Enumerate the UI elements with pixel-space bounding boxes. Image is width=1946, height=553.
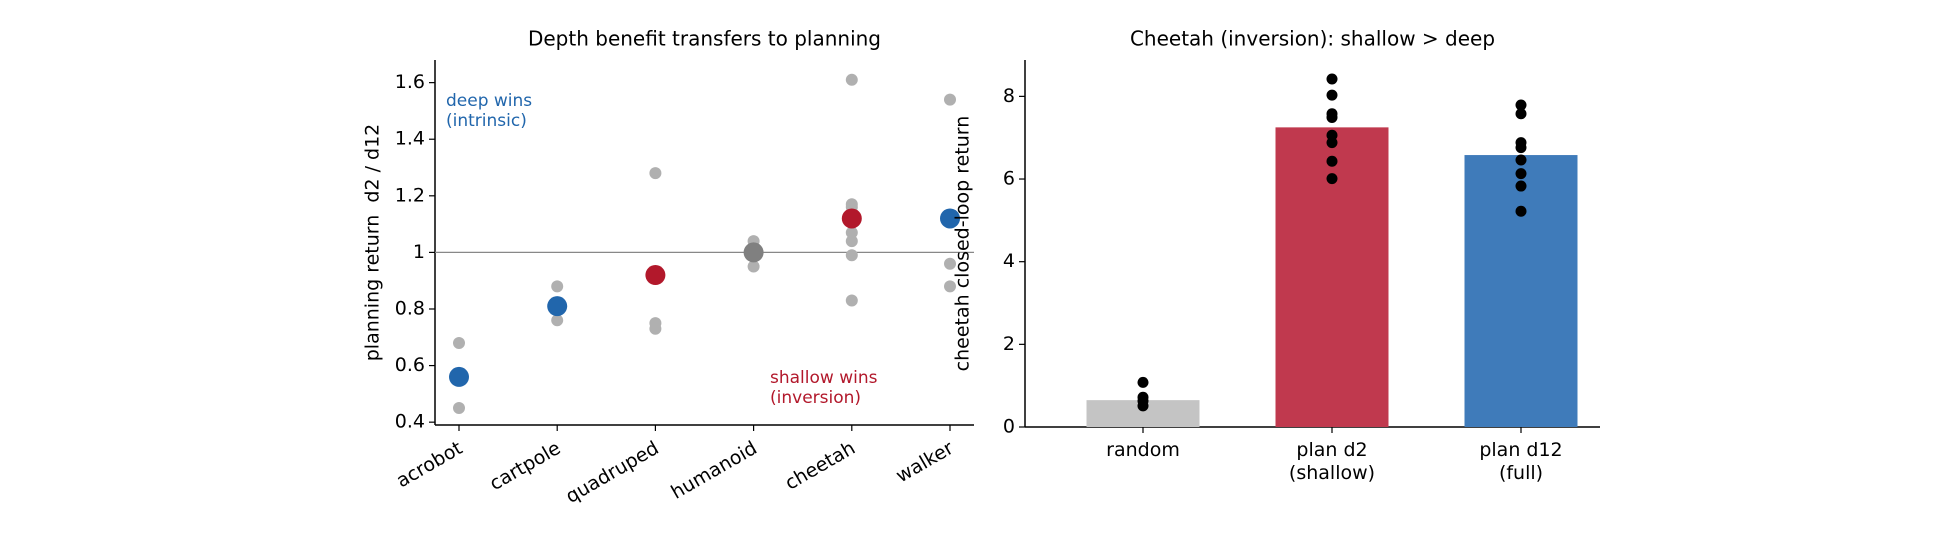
y-axis-label: planning return d2 / d12 [362,124,384,362]
seed-point [1515,99,1527,111]
annotation: shallow wins (inversion) [770,368,878,409]
seed-point [845,73,858,86]
x-tick-label: plan d12 (full) [1479,439,1563,484]
seed-point [1515,154,1527,166]
y-tick-label: 0.4 [395,411,425,433]
y-tick-label: 8 [1003,85,1015,107]
y-tick-label: 0.6 [395,354,425,376]
seed-point [1326,137,1338,149]
y-axis-label: cheetah closed-loop return [952,116,974,372]
x-tick-label: quadruped [562,437,663,508]
seed-point [551,280,564,293]
seed-point [551,314,564,327]
seed-point [1515,205,1527,217]
seed-point [649,322,662,335]
seed-point [1326,173,1338,185]
chart-title: Cheetah (inversion): shallow > deep [1130,27,1495,51]
seed-point [1515,142,1527,154]
seed-point [747,260,760,273]
y-tick-label: 4 [1003,250,1015,272]
y-tick-label: 6 [1003,168,1015,190]
seed-point [845,294,858,307]
y-tick-label: 2 [1003,333,1015,355]
seed-point [1137,376,1149,388]
x-tick-label: humanoid [667,437,760,504]
x-tick-label: acrobot [393,437,467,492]
mean-point [743,242,764,263]
annotation: deep wins (intrinsic) [446,91,533,132]
x-tick-label: random [1106,439,1180,461]
bar [1275,127,1389,427]
mean-point [547,296,568,317]
y-tick-label: 1.2 [395,184,425,206]
mean-point [841,208,862,229]
seed-point [649,167,662,180]
x-tick-label: walker [892,437,957,487]
y-tick-label: 1 [413,241,425,263]
seed-point [944,93,956,106]
bar [1464,155,1578,427]
seed-point [1515,168,1527,180]
seed-point [1515,180,1527,192]
x-tick-label: cartpole [486,437,565,495]
seed-point [845,249,858,262]
x-tick-label: cheetah [781,437,859,495]
mean-point [645,265,666,286]
seed-point [1326,89,1338,101]
seed-point [453,336,465,349]
mean-point [940,208,960,229]
seed-point [1515,108,1527,120]
y-tick-label: 1.4 [395,128,425,150]
chart-title: Depth benefit transfers to planning [528,27,881,51]
mean-point [449,366,469,387]
y-tick-label: 1.6 [395,71,425,93]
seed-point [944,280,956,293]
y-tick-label: 0.8 [395,297,425,319]
x-tick-label: plan d2 (shallow) [1288,439,1376,484]
seed-point [1326,111,1338,123]
seed-point [1326,73,1338,85]
seed-point [944,257,956,270]
seed-point [845,226,858,239]
seed-point [1326,155,1338,167]
seed-point [453,402,465,415]
y-tick-label: 0 [1003,416,1015,438]
seed-point [1137,400,1149,412]
seed-point [845,235,858,248]
